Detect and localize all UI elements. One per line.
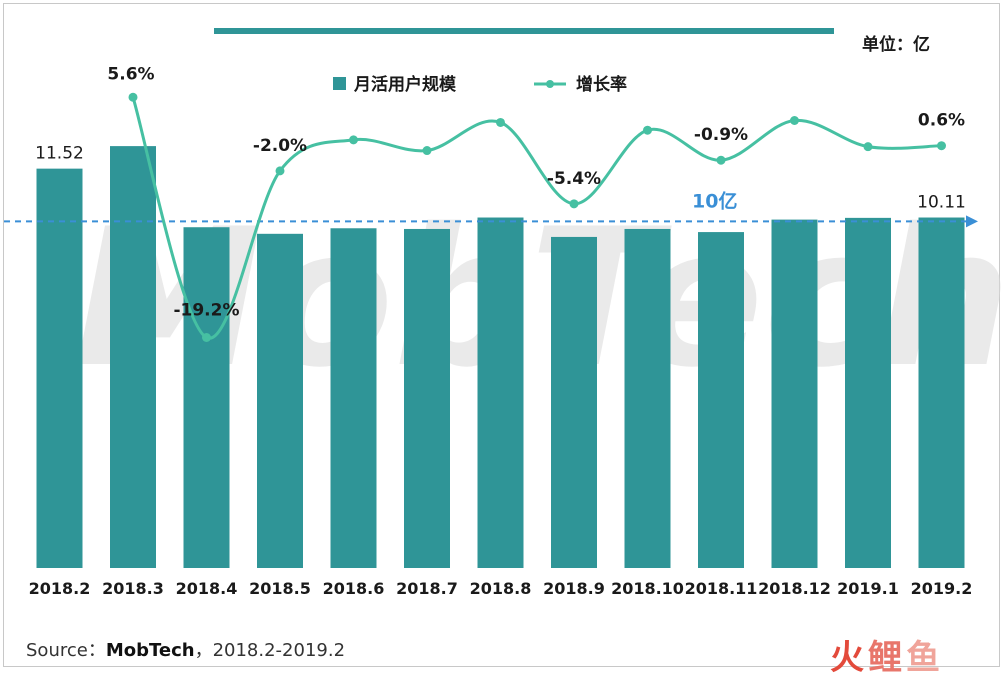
x-tick-label: 2019.1 — [837, 579, 899, 598]
bar-2018.8 — [477, 217, 524, 568]
x-tick-label: 2018.8 — [470, 579, 532, 598]
x-tick-label: 2018.7 — [396, 579, 458, 598]
combo-chart: MobTech 10亿 11.5210.115.6%-19.2%-2.0%-5.… — [4, 28, 1001, 598]
legend-line-label: 增长率 — [576, 74, 627, 95]
source-brand: MobTech — [105, 640, 195, 661]
bar-2018.6 — [330, 228, 377, 568]
growth-point-2018.11 — [716, 155, 726, 165]
x-tick-label: 2018.4 — [176, 579, 238, 598]
x-tick-label: 2018.12 — [758, 579, 831, 598]
growth-point-2018.6 — [349, 135, 358, 145]
reference-arrow — [966, 215, 978, 228]
growth-value-label: -0.9% — [694, 125, 748, 145]
x-axis-ticks: 2018.2 2018.3 2018.4 2018.5 2018.6 2018.7 2018… — [29, 579, 973, 598]
bar-2018.3 — [110, 146, 156, 568]
x-tick-label: 2018.6 — [323, 579, 385, 598]
bars-layer — [36, 146, 965, 568]
growth-point-2018.5 — [275, 166, 285, 176]
bar-2018.2 — [36, 168, 83, 568]
bar-2018.11 — [698, 232, 744, 568]
data-labels: 11.52 10.11 5.6% -19.2% -2.0% -5.4% -0.9% 0.6% — [35, 64, 966, 320]
growth-value-label: 5.6% — [107, 64, 154, 84]
growth-value-label: 0.6% — [918, 111, 965, 131]
growth-point-2018.3 — [128, 92, 138, 102]
growth-value-label: -5.4% — [547, 169, 601, 189]
growth-point-2019.1 — [863, 142, 873, 152]
legend-line-marker — [546, 80, 554, 88]
growth-point-2018.4 — [202, 333, 211, 342]
bar-2018.5 — [257, 233, 303, 568]
x-tick-label: 2018.10 — [611, 579, 684, 598]
bar-value-label: 11.52 — [35, 144, 84, 164]
growth-line-layer — [128, 92, 946, 342]
source-suffix: ，2018.2-2019.2 — [194, 640, 346, 661]
x-tick-label: 2018.3 — [102, 579, 164, 598]
bar-2018.7 — [404, 228, 450, 568]
chart-frame: MobTech 10亿 11.52 10.11 5.6% -19.2% -2.0% -5.… — [3, 3, 1001, 678]
source-prefix: Source： — [26, 640, 106, 661]
bar-2019.2 — [918, 217, 965, 568]
bar-value-label: 10.11 — [917, 193, 966, 213]
growth-point-2018.9 — [569, 199, 579, 209]
unit-label: 单位：亿 — [862, 35, 930, 55]
bar-2018.12 — [771, 219, 818, 568]
brand-logo: 火鲤鱼 — [830, 638, 944, 678]
growth-point-2018.7 — [422, 146, 432, 156]
growth-point-2018.12 — [790, 116, 799, 125]
x-tick-label: 2018.2 — [29, 579, 91, 598]
x-tick-label: 2018.11 — [685, 579, 758, 598]
x-tick-label: 2018.5 — [249, 579, 311, 598]
growth-point-2018.8 — [496, 117, 505, 127]
bar-2019.1 — [845, 217, 891, 568]
header-bar — [214, 28, 834, 34]
growth-value-label: -19.2% — [173, 301, 239, 321]
bar-2018.4 — [183, 227, 230, 568]
legend-bar-swatch — [333, 77, 346, 90]
bar-2018.9 — [551, 236, 597, 568]
source-line: Source：MobTech，2018.2-2019.2 — [26, 636, 345, 662]
growth-point-2018.10 — [643, 125, 652, 135]
x-tick-label: 2019.2 — [911, 579, 973, 598]
growth-point-2019.2 — [937, 141, 946, 151]
growth-value-label: -2.0% — [253, 136, 307, 156]
reference-line: 10亿 — [4, 189, 978, 228]
x-tick-label: 2018.9 — [543, 579, 605, 598]
legend-bar-label: 月活用户规模 — [353, 74, 457, 95]
reference-line-label: 10亿 — [692, 189, 737, 212]
bar-2018.10 — [624, 228, 671, 568]
legend: 月活用户规模 增长率 — [333, 74, 627, 95]
